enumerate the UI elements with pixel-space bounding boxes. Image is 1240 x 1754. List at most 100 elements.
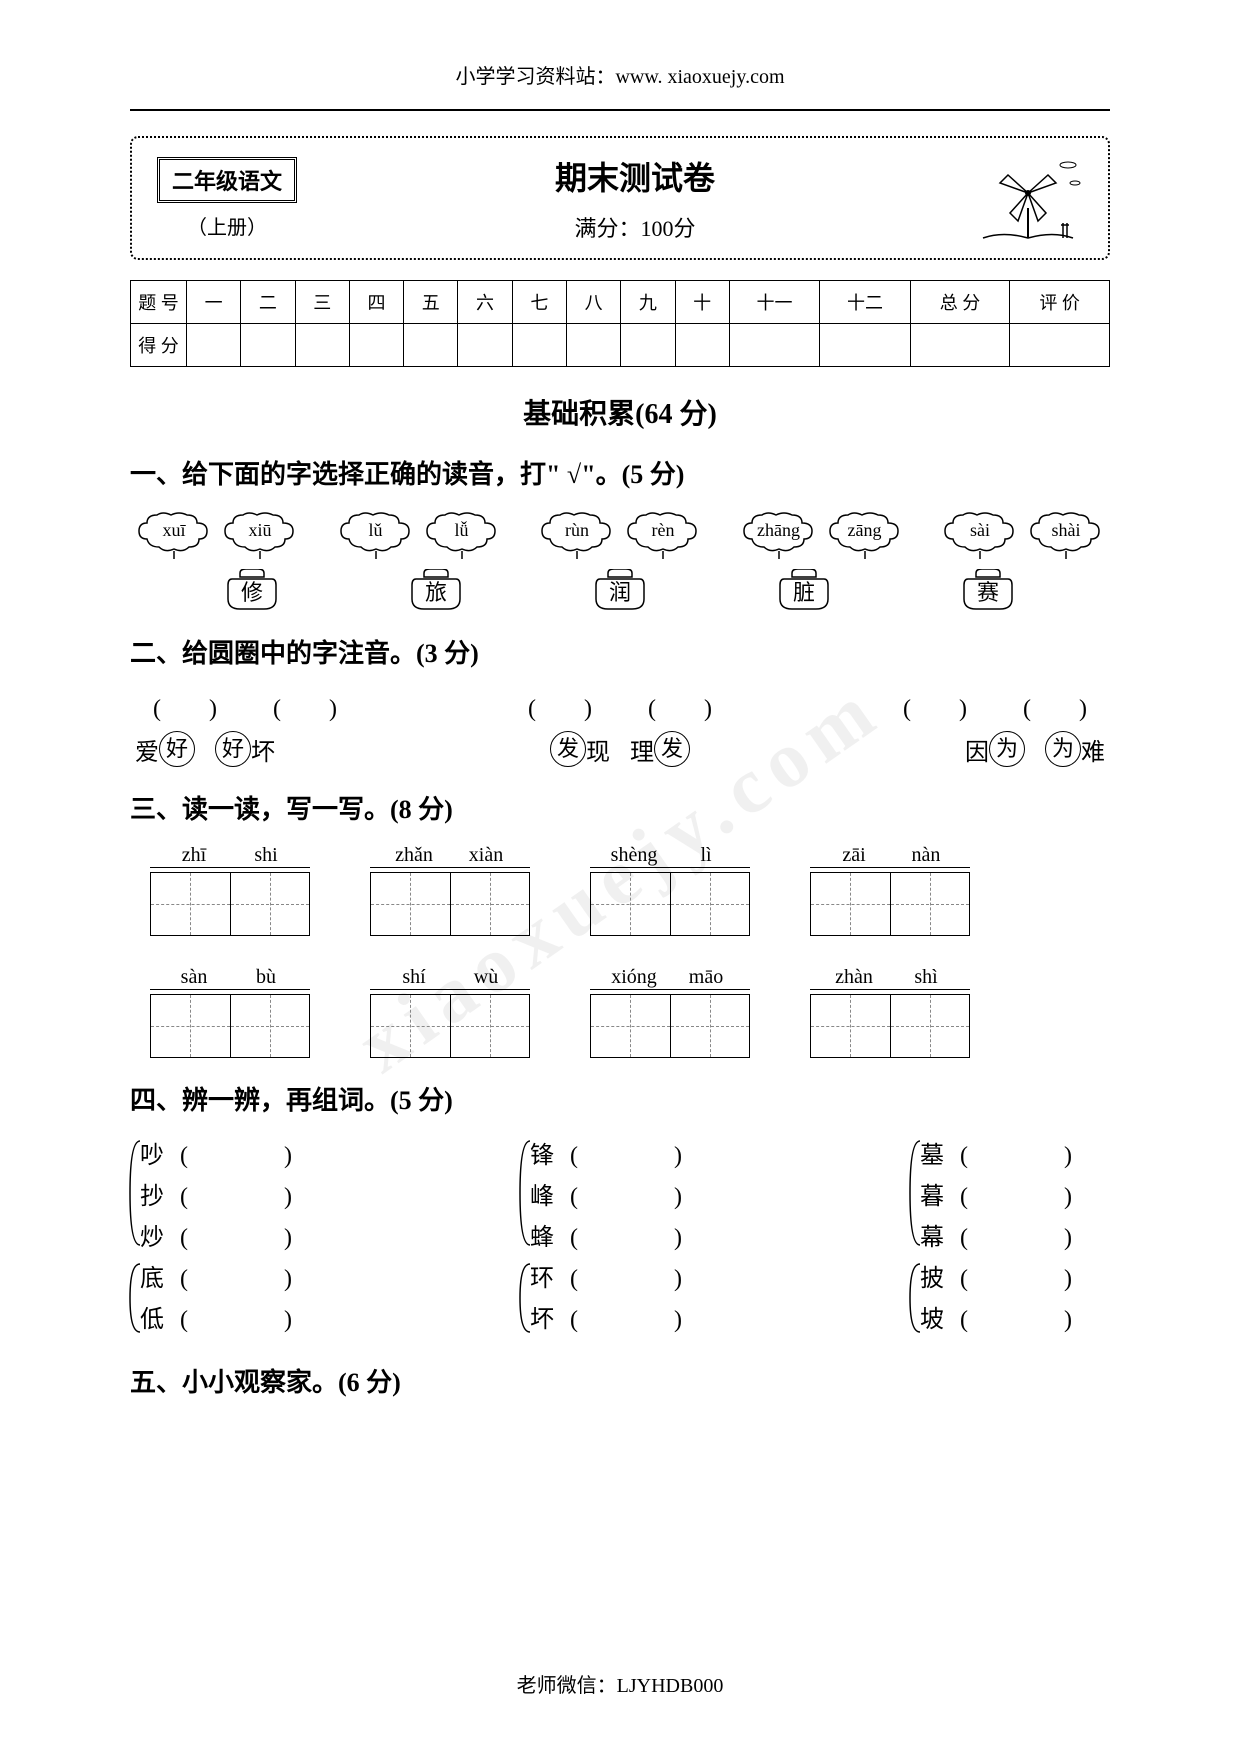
q4-subgroup: 墓( )暮( )幕( ): [920, 1135, 1100, 1252]
paren-group: ( )( ): [135, 688, 355, 723]
q4-subgroup: 披( )坡( ): [920, 1258, 1100, 1334]
q4-col: 锋( )峰( )蜂( )环( )坏( ): [530, 1135, 710, 1340]
score-col: 十: [675, 281, 729, 324]
circle-char: 好: [215, 731, 251, 767]
q1-pots: 修旅润脏赛: [130, 569, 1110, 611]
main-title: 期末测试卷: [297, 153, 973, 199]
pinyin-label: sànbù: [150, 966, 310, 990]
score-col: 六: [458, 281, 512, 324]
q4-col: 吵( )抄( )炒( )底( )低( ): [140, 1135, 320, 1340]
q4-item: 抄( ): [140, 1176, 320, 1211]
cloud-pair: zhāng zāng: [740, 509, 904, 559]
score-cell: [295, 324, 349, 367]
cloud-option: sài: [941, 509, 1019, 559]
score-cell: [187, 324, 241, 367]
q2-group: 爱好好坏: [135, 731, 275, 767]
score-cell: [675, 324, 729, 367]
q4-item: 底( ): [140, 1258, 320, 1293]
pot-char: 旅: [406, 569, 466, 611]
tian-box: [370, 872, 530, 936]
q2-group: 发现理 发: [550, 731, 690, 767]
q4-item: 墓( ): [920, 1135, 1100, 1170]
score-cell: [512, 324, 566, 367]
q2-pre: 爱: [135, 732, 159, 767]
q2-parens: ( )( )( )( )( )( ): [130, 688, 1110, 723]
paren-blank: ( ): [135, 688, 235, 723]
q2-post: 坏: [251, 732, 275, 767]
score-col: 二: [241, 281, 295, 324]
footer: 老师微信：LJYHDB000: [0, 1669, 1240, 1698]
score-col: 四: [349, 281, 403, 324]
paren-blank: ( ): [630, 688, 730, 723]
q2-pre: 理: [630, 732, 654, 767]
score-cell: [458, 324, 512, 367]
score-cell: [820, 324, 910, 367]
score-col: 评 价: [1010, 281, 1110, 324]
cloud-option: xiū: [221, 509, 299, 559]
q1-heading: 一、给下面的字选择正确的读音，打" √"。(5 分): [130, 454, 1110, 491]
pinyin-label: zhīshi: [150, 844, 310, 868]
cloud-pair: xuī xiū: [135, 509, 299, 559]
q2-item: 发现: [550, 731, 610, 767]
tian-box: [810, 872, 970, 936]
cloud-option: xuī: [135, 509, 213, 559]
q2-item: 爱好: [135, 731, 195, 767]
score-col: 八: [566, 281, 620, 324]
q2-row: 爱好好坏发现理发因为为难: [130, 731, 1110, 767]
pinyin-item: shíwù: [370, 966, 530, 1058]
pot-char: 赛: [958, 569, 1018, 611]
score-cell: [729, 324, 819, 367]
score-cell: [621, 324, 675, 367]
pot-char: 脏: [774, 569, 834, 611]
q2-pre: 因: [965, 732, 989, 767]
pinyin-item: shènglì: [590, 844, 750, 936]
grade-label: 二年级语文: [157, 157, 297, 203]
pinyin-item: zhànshì: [810, 966, 970, 1058]
cloud-option: rùn: [538, 509, 616, 559]
cloud-option: shài: [1027, 509, 1105, 559]
paren-blank: ( ): [1005, 688, 1105, 723]
cloud-option: rèn: [624, 509, 702, 559]
q4-col: 墓( )暮( )幕( )披( )坡( ): [920, 1135, 1100, 1340]
pinyin-item: sànbù: [150, 966, 310, 1058]
windmill-icon: [973, 153, 1083, 243]
paren-blank: ( ): [885, 688, 985, 723]
score-cell: [1010, 324, 1110, 367]
q4-heading: 四、辨一辨，再组词。(5 分): [130, 1080, 1110, 1117]
pot-char: 修: [222, 569, 282, 611]
q1-clouds: xuī xiū lǔ lǚ rùn rèn zhāng zāng sài shà…: [130, 509, 1110, 559]
q2-item: 好坏: [215, 731, 275, 767]
pinyin-item: xióngmāo: [590, 966, 750, 1058]
cloud-option: lǔ: [337, 509, 415, 559]
q3-heading: 三、读一读，写一写。(8 分): [130, 789, 1110, 826]
score-cell: [566, 324, 620, 367]
circle-char: 为: [1045, 731, 1081, 767]
tian-box: [370, 994, 530, 1058]
score-col: 七: [512, 281, 566, 324]
q4-item: 蜂( ): [530, 1217, 710, 1252]
q4-subgroup: 锋( )峰( )蜂( ): [530, 1135, 710, 1252]
score-col: 十一: [729, 281, 819, 324]
cloud-option: zāng: [826, 509, 904, 559]
pot-char: 润: [590, 569, 650, 611]
grade-box: 二年级语文 （上册）: [157, 157, 297, 240]
score-cell: [910, 324, 1010, 367]
tian-box: [810, 994, 970, 1058]
q4-item: 暮( ): [920, 1176, 1100, 1211]
circle-char: 发: [550, 731, 586, 767]
q4-subgroup: 底( )低( ): [140, 1258, 320, 1334]
score-value-label: 得 分: [131, 324, 187, 367]
score-col: 总 分: [910, 281, 1010, 324]
q4-subgroup: 环( )坏( ): [530, 1258, 710, 1334]
q4-grid: 吵( )抄( )炒( )底( )低( ) 锋( )峰( )蜂( )环( )坏( )…: [130, 1135, 1110, 1340]
q2-post: 难: [1081, 732, 1105, 767]
q2-item: 因为: [965, 731, 1025, 767]
score-header-label: 题 号: [131, 281, 187, 324]
section-title: 基础积累(64 分): [130, 392, 1110, 432]
paren-blank: ( ): [510, 688, 610, 723]
header-url: 小学学习资料站：www. xiaoxuejy.com: [130, 60, 1110, 89]
pinyin-label: zāinàn: [810, 844, 970, 868]
tian-box: [150, 872, 310, 936]
q2-group: 因为为难: [965, 731, 1105, 767]
q2-item: 为难: [1045, 731, 1105, 767]
